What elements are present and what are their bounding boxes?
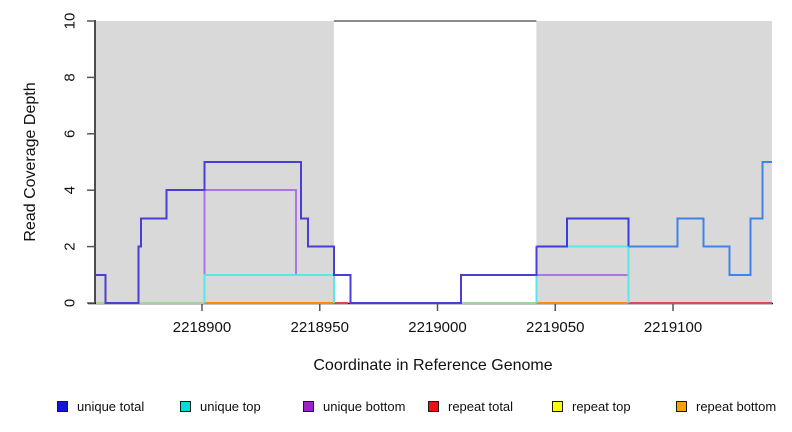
legend-swatch-icon: [57, 400, 68, 412]
legend-swatch-icon: [180, 400, 191, 412]
legend-label: repeat top: [572, 398, 631, 414]
legend-swatch-icon: [552, 400, 563, 412]
x-tick-label: 2218900: [173, 319, 231, 336]
legend-item-repeat-top: repeat top: [552, 397, 631, 415]
y-tick-label: 4: [62, 186, 79, 194]
y-tick-label: 8: [62, 73, 79, 81]
y-tick-label: 2: [62, 242, 79, 250]
legend-label: repeat bottom: [696, 398, 777, 414]
x-tick-label: 2219050: [526, 319, 584, 336]
legend-item-repeat-bottom: repeat bottom: [676, 397, 776, 415]
legend: unique total unique top unique bottom repea…: [0, 397, 792, 421]
y-tick-label: 10: [62, 13, 79, 30]
y-axis-label: Read Coverage Depth: [22, 82, 39, 242]
legend-swatch-icon: [428, 400, 439, 412]
legend-swatch-icon: [676, 400, 687, 412]
x-axis-label: Coordinate in Reference Genome: [313, 357, 553, 374]
series-unique-top: [203, 273, 335, 303]
series-unique-total: [96, 161, 538, 304]
shaded-region: [536, 21, 772, 303]
x-tick-label: 2219100: [644, 319, 702, 336]
legend-label: unique total: [77, 398, 145, 414]
legend-item-unique-bottom: unique bottom: [303, 397, 405, 415]
legend-label: repeat total: [448, 398, 514, 414]
legend-item-unique-top: unique top: [180, 397, 261, 415]
legend-label: unique bottom: [323, 398, 406, 414]
legend-swatch-icon: [303, 400, 314, 412]
y-tick-label: 6: [62, 130, 79, 138]
legend-label: unique top: [200, 398, 261, 414]
x-tick-label: 2219000: [408, 319, 466, 336]
x-tick-label: 2218950: [291, 319, 349, 336]
y-tick-label: 0: [62, 299, 79, 307]
legend-item-unique-total: unique total: [57, 397, 144, 415]
legend-item-repeat-total: repeat total: [428, 397, 513, 415]
series-unique-total: [536, 217, 630, 248]
coverage-chart-svg: 0 2 4 6 8 10 2218900 2218950 2219000 2219050 22191…: [62, 13, 773, 336]
series-unique-total: [628, 161, 772, 276]
